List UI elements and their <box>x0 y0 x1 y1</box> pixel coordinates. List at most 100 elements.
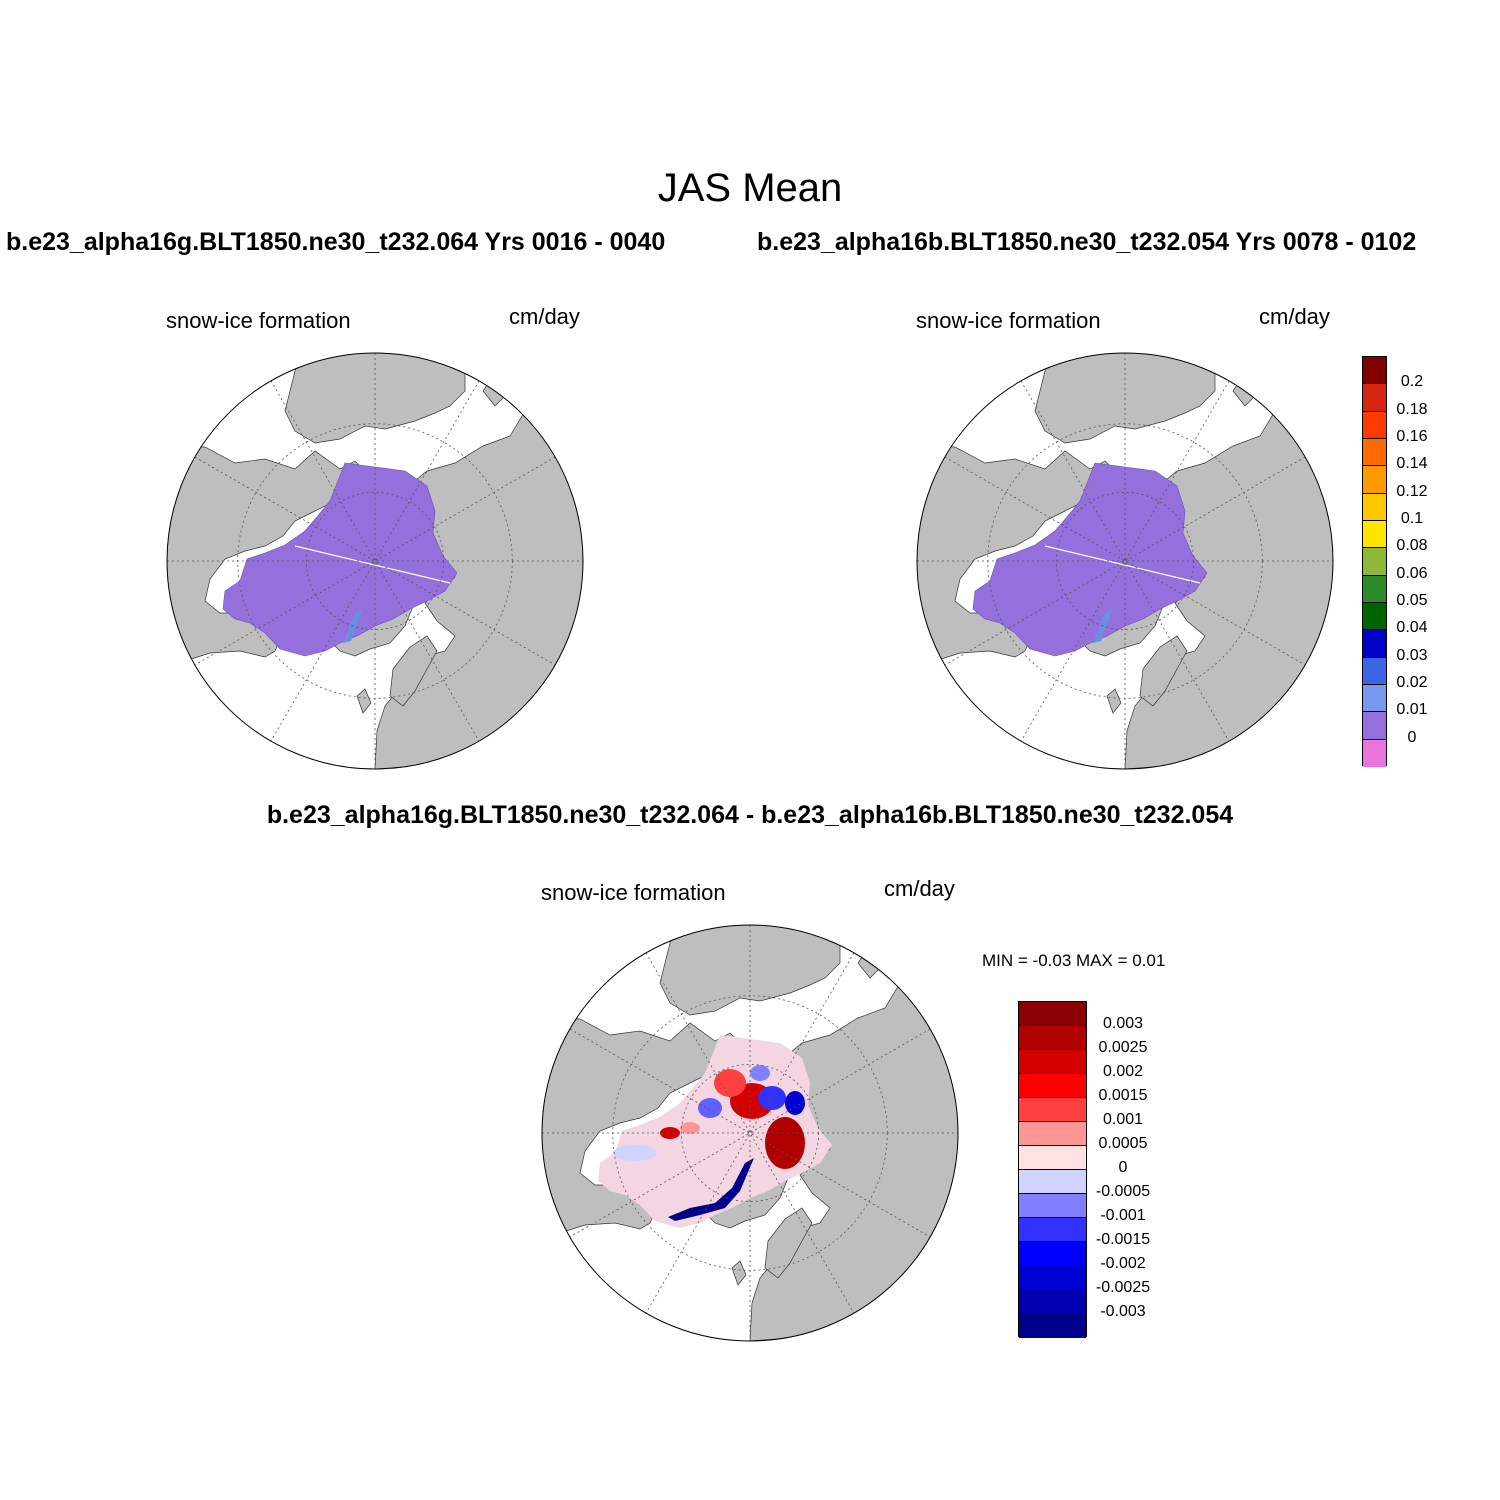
difference-field <box>598 1035 832 1228</box>
meridian-line <box>270 380 480 742</box>
meridian-line <box>569 1028 931 1238</box>
left-variable-label: snow-ice formation <box>166 308 351 333</box>
meridian-line <box>645 952 855 1314</box>
map-border <box>541 924 959 1342</box>
diff-variable-label: snow-ice formation <box>541 880 726 905</box>
right-case-title: b.e23_alpha16b.BLT1850.ne30_t232.054 Yrs… <box>757 228 1417 256</box>
meridian-line <box>944 456 1306 666</box>
difference-strip <box>668 1158 754 1221</box>
meridian-line <box>194 456 556 666</box>
colorbar-tick-label: 0.04 <box>1396 619 1428 637</box>
difference-blob <box>758 1086 786 1110</box>
colorbar-tick-label: -0.002 <box>1100 1255 1146 1272</box>
colorbar-tick-label: 0.002 <box>1102 1063 1144 1080</box>
meridian-line <box>194 456 556 666</box>
difference-blob <box>698 1098 722 1118</box>
colorbar-swatch <box>1019 1122 1086 1146</box>
main-colorbar: 0.2 0.18 0.16 0.14 0.12 0.1 0.08 0.06 0.05 0.04 0.… <box>1362 356 1452 767</box>
colorbar-tick-label: 0.08 <box>1396 537 1428 555</box>
diff-minmax-label: MIN = -0.03 MAX = 0.01 <box>982 951 1166 970</box>
colorbar-tick-label: -0.0005 <box>1095 1183 1151 1200</box>
land-mass <box>659 925 841 1016</box>
colorbar-swatch <box>1019 1218 1086 1242</box>
colorbar-tick-label: 0.02 <box>1396 674 1428 691</box>
colorbar-swatch <box>1363 411 1386 439</box>
colorbar-swatch <box>1019 1074 1086 1098</box>
colorbar-tick-label: 0.06 <box>1396 564 1428 582</box>
colorbar-swatch <box>1019 1242 1086 1266</box>
difference-colorbar: 0.003 0.0025 0.002 0.0015 0.001 0.0005 0 -0.000… <box>1018 1001 1168 1338</box>
colorbar-swatch <box>1019 1290 1086 1314</box>
right-units-label: cm/day <box>1259 304 1330 329</box>
seam-line <box>294 545 451 584</box>
main-title: JAS Mean <box>657 166 843 210</box>
colorbar-swatch <box>1019 1098 1086 1122</box>
colorbar-swatch <box>1019 1026 1086 1050</box>
difference-blob <box>765 1117 805 1169</box>
colorbar-tick-label: 0.0015 <box>1098 1087 1148 1104</box>
diff-units-label: cm/day <box>884 876 955 901</box>
difference-blob <box>613 1145 657 1161</box>
colorbar-box <box>1018 1001 1087 1338</box>
meridian-line <box>944 456 1306 666</box>
colorbar-swatch <box>1363 384 1386 412</box>
right-variable-label: snow-ice formation <box>916 308 1101 333</box>
colorbar-swatch <box>1363 712 1386 740</box>
colorbar-tick-label: 0.003 <box>1102 1015 1144 1032</box>
left-polar-map <box>166 352 584 770</box>
colorbar-tick-label: 0.18 <box>1396 400 1428 418</box>
land-mass <box>284 353 466 444</box>
land-mass <box>731 1260 747 1286</box>
difference-polar-map <box>541 924 959 1342</box>
colorbar-swatch <box>1363 685 1386 713</box>
colorbar-swatch <box>1363 521 1386 549</box>
colorbar-swatch <box>1363 575 1386 603</box>
colorbar-box <box>1362 356 1387 767</box>
colorbar-swatch <box>1363 466 1386 494</box>
colorbar-tick-label: 0.001 <box>1102 1111 1144 1128</box>
colorbar-tick-label: 0 <box>1118 1159 1128 1176</box>
colorbar-tick-label: 0.0005 <box>1098 1135 1148 1152</box>
map-border <box>916 352 1334 770</box>
difference-blob <box>750 1065 770 1081</box>
difference-blob <box>660 1127 680 1139</box>
colorbar-swatch <box>1019 1050 1086 1074</box>
colorbar-swatch <box>1363 739 1386 767</box>
colorbar-swatch <box>1019 1266 1086 1290</box>
colorbar-tick-label: -0.001 <box>1100 1207 1146 1224</box>
land-mass <box>1139 635 1188 707</box>
colorbar-tick-label: 0.03 <box>1396 646 1428 664</box>
meridian-line <box>270 380 480 742</box>
land-mass <box>1034 353 1216 444</box>
seam-line <box>1044 545 1201 584</box>
colorbar-tick-label: 0.16 <box>1396 428 1428 445</box>
colorbar-swatch <box>1019 1170 1086 1194</box>
colorbar-tick-label: -0.0025 <box>1095 1279 1151 1296</box>
colorbar-swatch <box>1363 357 1386 385</box>
land-mass <box>1106 688 1122 714</box>
colorbar-tick-label: 0.05 <box>1396 592 1428 609</box>
colorbar-tick-label: 0.0025 <box>1098 1039 1148 1056</box>
colorbar-swatch <box>1019 1146 1086 1170</box>
land-mass <box>917 445 1121 662</box>
difference-title: b.e23_alpha16g.BLT1850.ne30_t232.064 - b… <box>266 801 1234 829</box>
colorbar-swatch <box>1363 657 1386 685</box>
land-mass <box>356 688 372 714</box>
snow-ice-field <box>972 462 1208 657</box>
colorbar-tick-label: 0.1 <box>1400 510 1424 527</box>
colorbar-tick-label: 0.14 <box>1396 455 1428 473</box>
land-mass <box>389 635 438 707</box>
colorbar-swatch <box>1019 1002 1086 1026</box>
map-border <box>166 352 584 770</box>
left-case-title: b.e23_alpha16g.BLT1850.ne30_t232.064 Yrs… <box>6 228 666 256</box>
difference-blob <box>785 1091 805 1115</box>
colorbar-tick-label: 0.12 <box>1396 482 1428 500</box>
meridian-line <box>1020 380 1230 742</box>
colorbar-swatch <box>1019 1194 1086 1218</box>
left-units-label: cm/day <box>509 304 580 329</box>
colorbar-swatch <box>1363 548 1386 576</box>
colorbar-tick-label: -0.003 <box>1100 1303 1146 1320</box>
difference-blob <box>680 1122 700 1134</box>
colorbar-swatch <box>1363 603 1386 631</box>
difference-blob <box>714 1069 746 1097</box>
